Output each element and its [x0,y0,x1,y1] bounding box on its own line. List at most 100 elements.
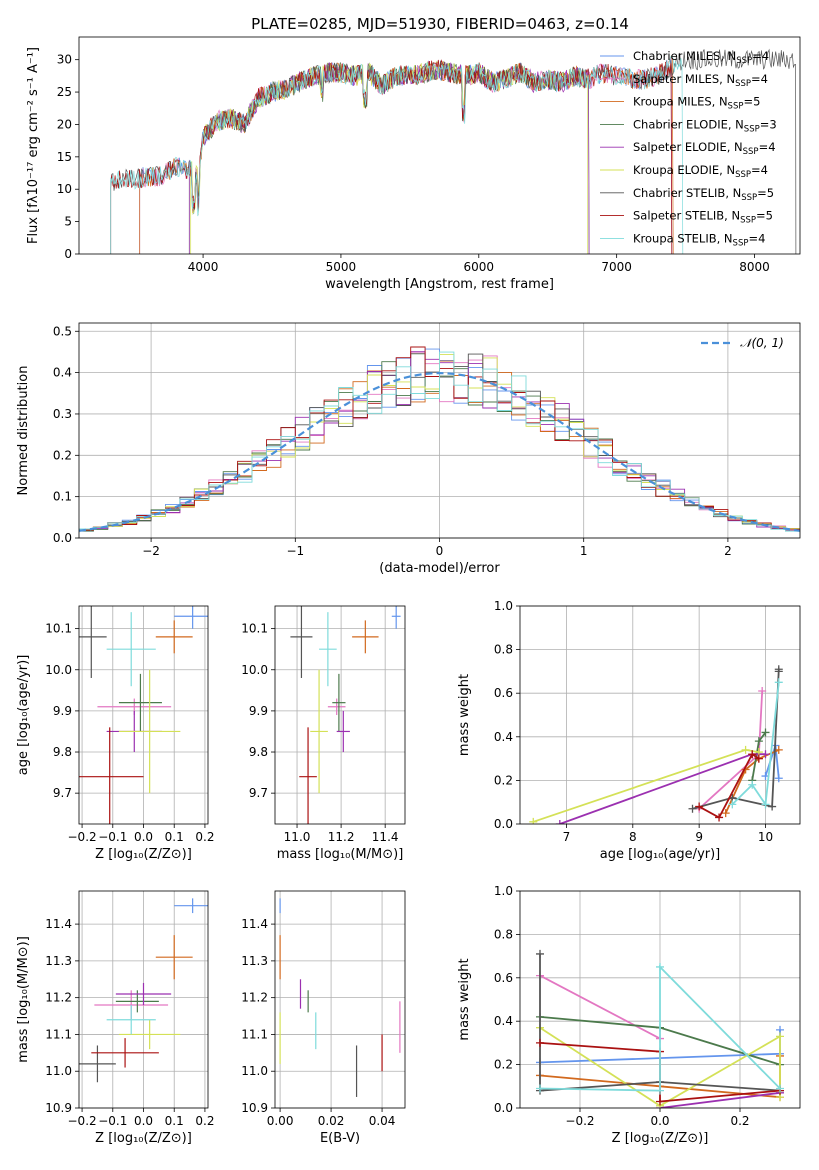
tick-label-y: 10 [57,182,72,196]
tick-label-x: 0.0 [650,1114,669,1128]
plot-area [279,898,401,1097]
tick-label-y: 11.2 [45,991,72,1005]
weight-point-kroupa_miles [774,745,783,754]
tick-label-x: 0.02 [318,1114,345,1128]
tick-label-y: 30 [57,53,72,67]
weight-line-kroupa_stelib [731,682,780,807]
tick-label-x: −0.2 [565,1114,594,1128]
tick-label-y: 10.0 [45,663,72,677]
plot-area [536,949,784,1108]
tick-label-y: 25 [57,85,72,99]
weight-point-kroupa_stelib [536,1084,544,1093]
tick-label-x: 0.2 [730,1114,749,1128]
legend-label-post: =5 [757,186,774,200]
plots: 4000 5000 6000 7000 8000051015202530waveleng… [16,36,801,1146]
tick-label-x: 7 [563,830,571,844]
axes-frame [274,890,406,1109]
tick-label-x: 7000 [601,260,632,274]
errorbar-chabrier_elodie [332,673,346,732]
tick-label-x: 5000 [326,260,357,274]
weight-point-kroupa_elodie [529,817,538,824]
tick-label-y: 11.0 [241,1064,268,1078]
weight-point-kroupa_elodie [741,745,750,754]
axis-label-x: (data-model)/error [379,561,500,576]
legend-label: Kroupa STELIB, NSSP=4 [633,231,765,248]
tick-label-x: −2 [142,544,160,558]
errorbar-kroupa_miles [155,935,193,980]
tick-label-y: 0.6 [494,686,513,700]
axis-label-y: mass weight [457,958,472,1040]
tick-label-y: 5 [64,215,72,229]
weight-point-salpeter_elodie [555,820,564,824]
tick-label-y: 11.1 [241,1027,268,1041]
spectrum-line-salpeter_miles [139,57,673,254]
tick-label-x: 0.2 [195,1114,214,1128]
tick-label-y: 0.2 [494,773,513,787]
errorbar-kroupa_elodie [118,669,181,794]
tick-label-x: −1 [286,544,304,558]
axis-label-x: Z [log₁₀(Z/Z⊙)] [95,847,192,862]
errorbar-kroupa_stelib [106,1005,156,1035]
tick-label-x: 8 [629,830,637,844]
tick-label-y: 9.9 [53,704,72,718]
errorbar-salpeter_stelib [299,727,317,824]
tick-label-y: 9.7 [249,786,268,800]
weight-point-kroupa_stelib [728,800,737,809]
tick-label-x: 11.4 [372,830,399,844]
tick-label-y: 9.8 [53,745,72,759]
tick-label-y: 0.8 [494,643,513,657]
plot-area [290,606,401,824]
chart-age_vs_Z: −0.2 −0.1 0.0 0.1 0.2 9.7 9.8 9.9 10.0 10.1 Z [log… [16,605,214,862]
tick-label-x: 2 [724,544,732,558]
spectrum-line-kroupa_stelib [110,55,684,254]
weight-point-salpeter_stelib [536,1038,544,1047]
weight-point-kroupa_stelib [656,1086,664,1095]
axis-label-x: Z [log₁₀(Z/Z⊙)] [612,1131,709,1146]
legend-label-sub: SSP [735,170,751,180]
legend-label-sub: SSP [736,56,752,66]
tick-label-y: 11.3 [45,954,72,968]
legend-label-post: =3 [760,117,777,131]
plot-area [110,48,797,254]
axis-label-x: E(B-V) [320,1131,360,1146]
tick-label-x: 11.2 [328,830,355,844]
spectrum-line-salpeter_elodie [188,60,590,254]
weight-point-kroupa_miles [721,809,730,818]
errorbar-salpeter_stelib [79,727,144,824]
tick-label-y: 11.4 [45,917,72,931]
legend: 𝒩(0, 1) [701,336,784,350]
chart-residuals: −2 −1 0 1 2 0.0 0.1 0.2 0.3 0.4 0.5 (data-model)/er… [16,322,801,576]
errorbar-chabrier_stelib [290,606,313,678]
tick-label-y: 0.4 [494,1014,513,1028]
axes-frame [78,890,209,1109]
tick-label-x: 4000 [188,260,219,274]
tick-label-y: 10.1 [45,622,72,636]
legend-label: Salpeter ELODIE, NSSP=4 [633,140,776,157]
weight-line-kroupa_elodie [539,1026,781,1107]
errorbar-kroupa_elodie [118,1019,181,1050]
legend-label-post: =4 [752,49,769,63]
errorbar-salpeter_stelib [91,1038,159,1068]
errorbar-kroupa_stelib [319,612,337,687]
tick-label-y: 10.0 [241,663,268,677]
spectrum-line-chabrier_miles [139,59,673,254]
normal-curve [79,371,800,532]
chart-spectrum: 4000 5000 6000 7000 8000 0 5 10 15 20 25 30 waveleng… [26,36,801,292]
chart-weight_vs_age: 7 8 9 10 0.0 0.2 0.4 0.6 0.8 1.0 age [log₁₀(age/yr… [457,599,801,862]
tick-label-x: 9 [695,830,703,844]
weight-point-salpeter_elodie [761,750,770,759]
legend-label-sub: SSP [743,147,759,157]
axes-frame [274,605,406,825]
chart-weight_vs_Z: −0.2 0.0 0.2 0.0 0.2 0.4 0.6 0.8 1.0 Z [log₁₀(Z/Z… [457,884,801,1146]
tick-label-y: 0.6 [494,971,513,985]
errorbar-kroupa_elodie [310,669,328,794]
weight-point-kroupa_stelib [748,780,757,789]
tick-label-y: 0.2 [53,448,72,462]
legend-label: Salpeter MILES, NSSP=4 [633,72,768,89]
weight-point-chabrier_stelib [688,804,697,813]
errorbar-chabrier_stelib [79,1045,116,1083]
legend-label-post: =5 [743,95,760,109]
axis-label-y: Flux [fλ10⁻¹⁷ erg cm⁻² s⁻¹ A⁻¹] [26,47,41,244]
weight-point-salpeter_stelib [715,813,724,822]
